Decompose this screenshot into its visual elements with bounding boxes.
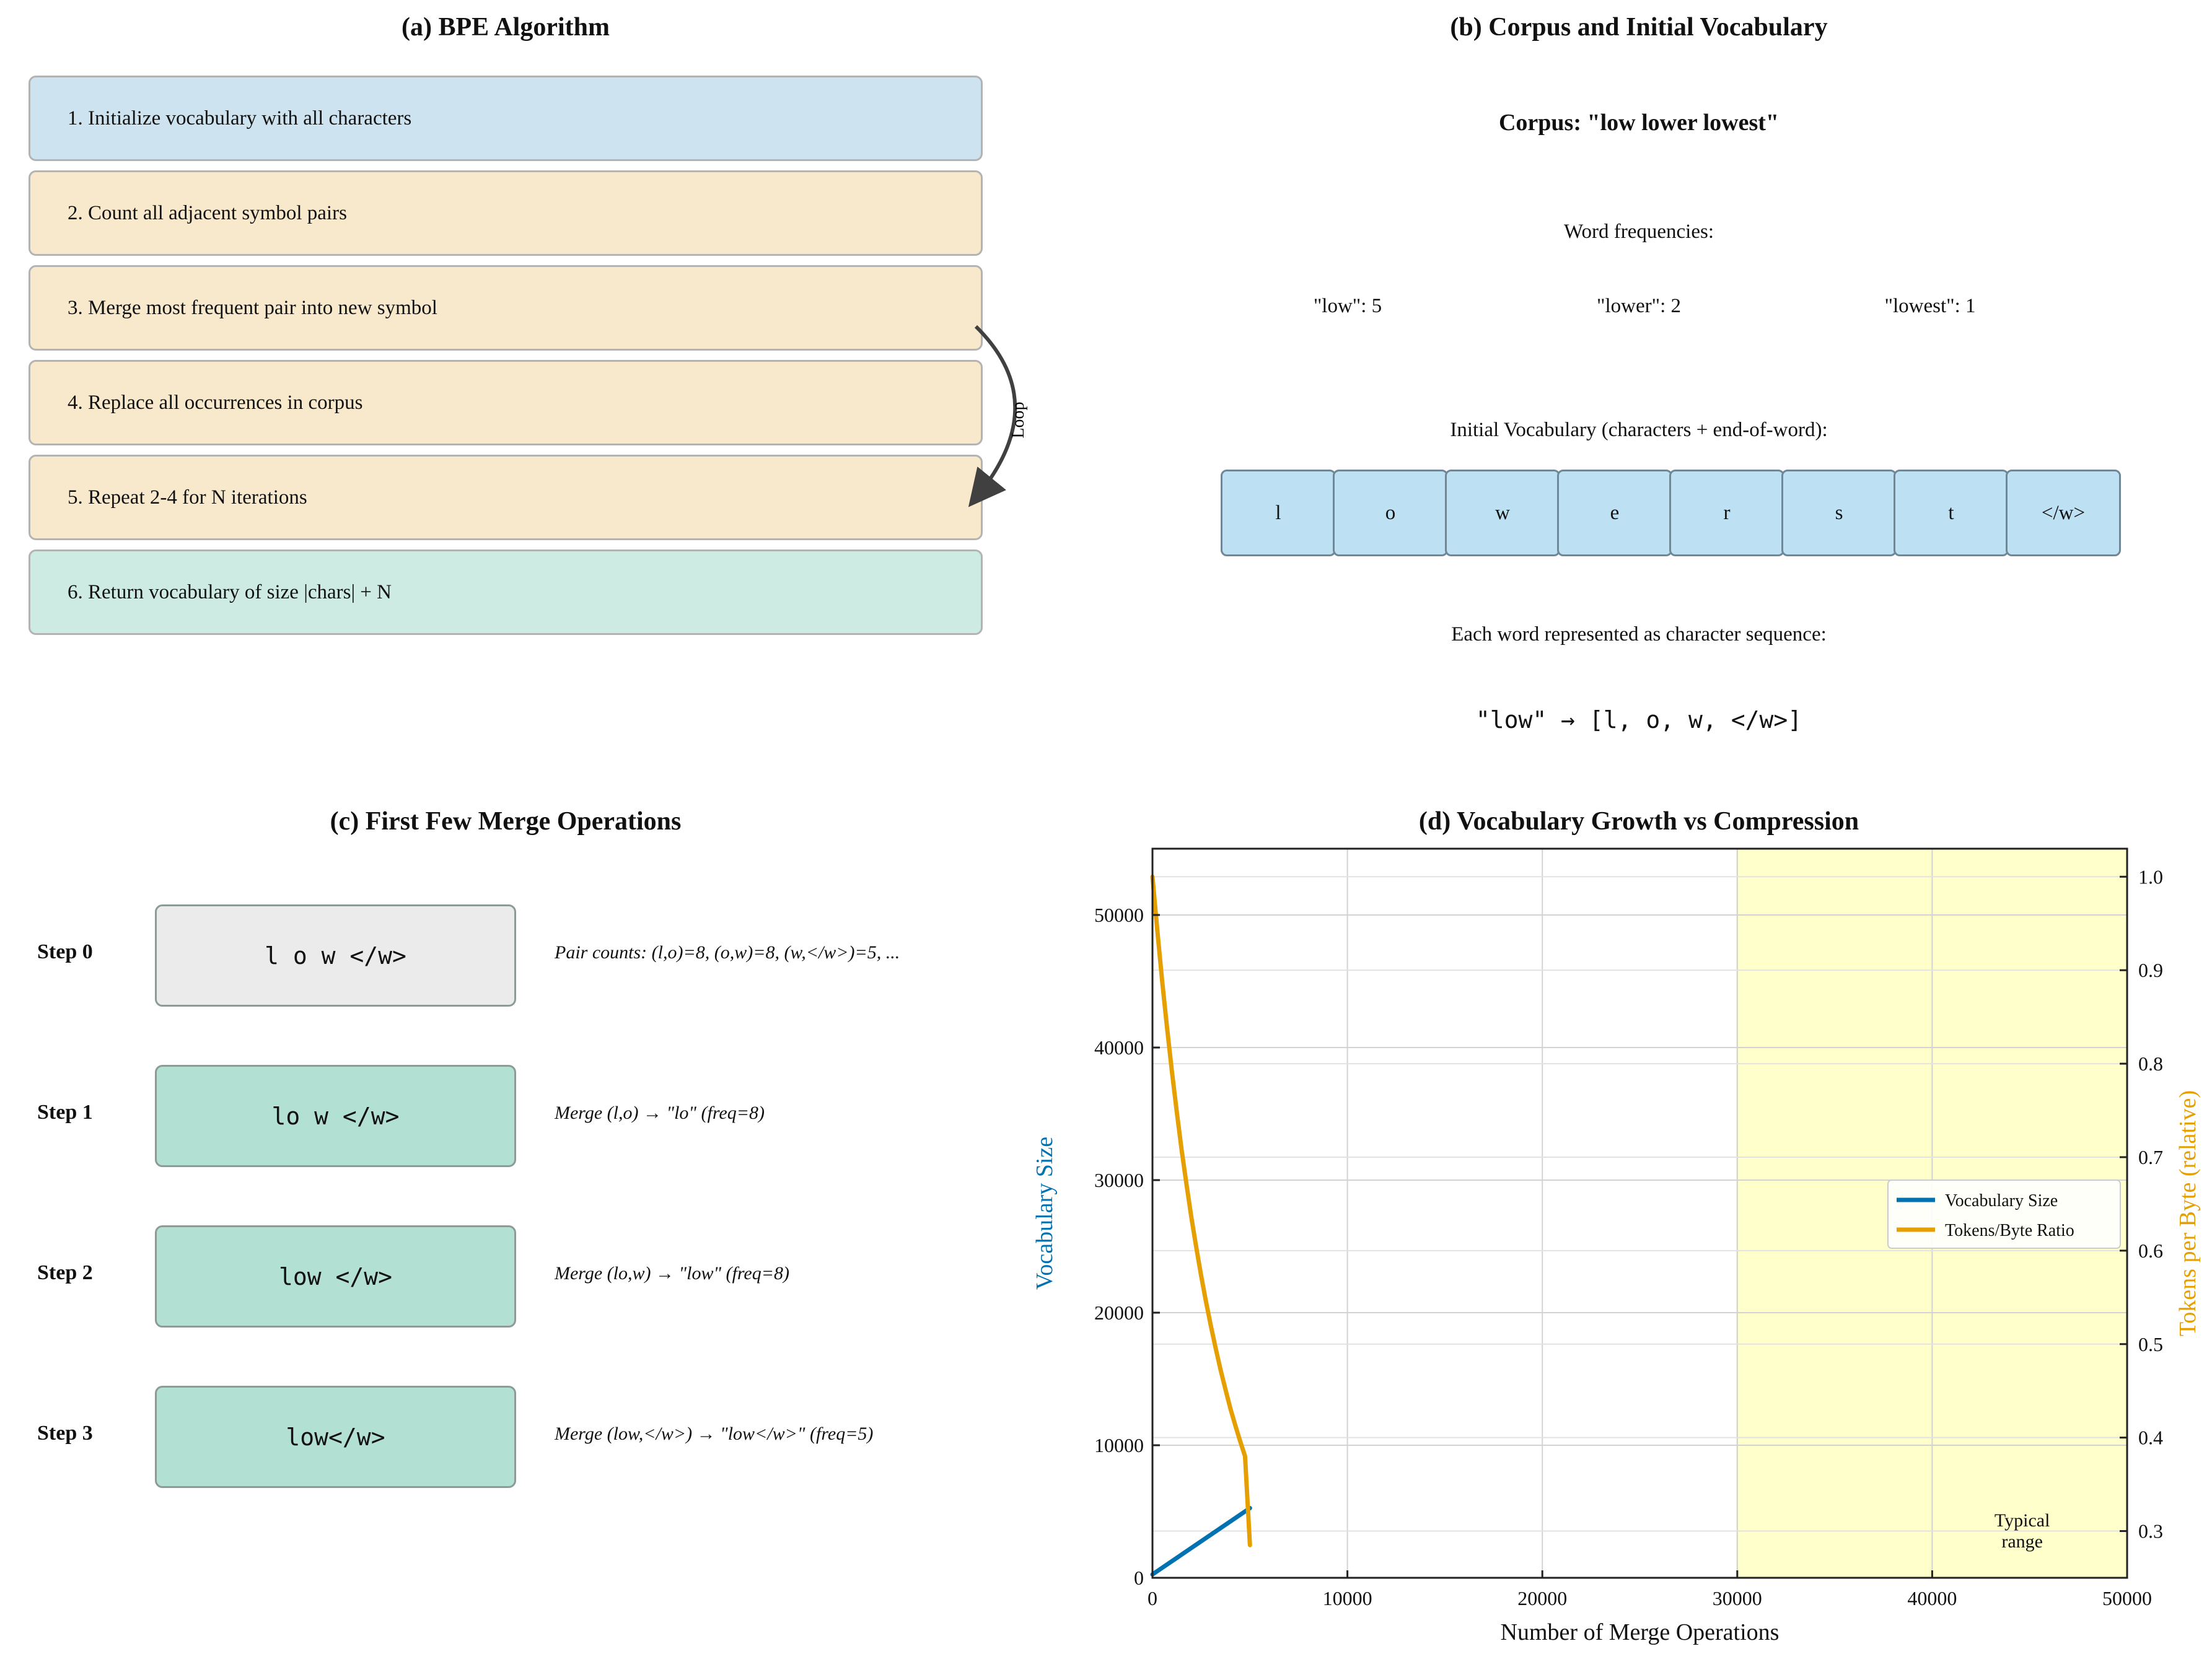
y2-tick-label: 1.0 bbox=[2138, 865, 2163, 888]
y-tick-label: 40000 bbox=[1094, 1036, 1144, 1059]
vocab-token-label: o bbox=[1385, 501, 1396, 524]
loop-label: Loop bbox=[1009, 401, 1028, 438]
vocab-token: l bbox=[1221, 470, 1336, 556]
merge-step-tokens: low </w> bbox=[155, 1225, 516, 1328]
merge-step-note: Merge (low,</w>) → "low</w>" (freq=5) bbox=[555, 1424, 874, 1444]
legend-label: Tokens/Byte Ratio bbox=[1945, 1221, 2074, 1240]
panel-b-title: (b) Corpus and Initial Vocabulary bbox=[1450, 13, 1828, 42]
merge-step-note: Merge (l,o) → "lo" (freq=8) bbox=[555, 1103, 765, 1123]
y-tick-label: 50000 bbox=[1094, 904, 1144, 926]
vocab-token-label: </w> bbox=[2041, 501, 2086, 524]
y2-axis-label: Tokens per Byte (relative) bbox=[2175, 1090, 2201, 1336]
x-tick-label: 20000 bbox=[1517, 1587, 1567, 1609]
algorithm-step-label: 6. Return vocabulary of size |chars| + N bbox=[68, 580, 392, 603]
vocab-token: s bbox=[1781, 470, 1897, 556]
y2-tick-label: 0.5 bbox=[2138, 1333, 2163, 1355]
y2-tick-label: 0.6 bbox=[2138, 1240, 2163, 1262]
vocab-token-label: e bbox=[1610, 501, 1620, 524]
y2-tick-label: 0.9 bbox=[2138, 959, 2163, 981]
y-tick-label: 30000 bbox=[1094, 1169, 1144, 1191]
y2-tick-label: 0.7 bbox=[2138, 1146, 2163, 1168]
algorithm-step-label: 3. Merge most frequent pair into new sym… bbox=[68, 296, 437, 319]
merge-step-note: Merge (lo,w) → "low" (freq=8) bbox=[555, 1263, 789, 1284]
x-tick-label: 40000 bbox=[1907, 1587, 1957, 1609]
y-axis-label: Vocabulary Size bbox=[1032, 1137, 1058, 1290]
algorithm-step-label: 4. Replace all occurrences in corpus bbox=[68, 391, 363, 414]
merge-step-label: Step 3 bbox=[37, 1422, 93, 1445]
x-tick-label: 50000 bbox=[2102, 1587, 2152, 1609]
y-tick-label: 10000 bbox=[1094, 1434, 1144, 1456]
frequency-lower: "lower": 2 bbox=[1597, 295, 1681, 317]
plot-frame bbox=[1151, 847, 2128, 1579]
x-tick-label: 30000 bbox=[1713, 1587, 1762, 1609]
vocab-token-label: r bbox=[1723, 501, 1731, 524]
y-tick-label: 0 bbox=[1134, 1567, 1144, 1589]
vocab-token-label: t bbox=[1948, 501, 1954, 524]
tokens-per-byte-line bbox=[1150, 874, 1252, 1547]
y-tick-label: 20000 bbox=[1094, 1302, 1144, 1324]
y2-tick-label: 0.3 bbox=[2138, 1520, 2163, 1542]
x-tick-label: 10000 bbox=[1323, 1587, 1372, 1609]
algorithm-step-label: 5. Repeat 2-4 for N iterations bbox=[68, 486, 307, 509]
vocab-token: o bbox=[1333, 470, 1448, 556]
sequence-heading: Each word represented as character seque… bbox=[1451, 623, 1827, 645]
merge-step-label: Step 1 bbox=[37, 1101, 93, 1124]
merge-step-tokens-text: low </w> bbox=[278, 1262, 393, 1290]
vocab-token: t bbox=[1894, 470, 2009, 556]
x-axis-label: Number of Merge Operations bbox=[1501, 1619, 1780, 1645]
x-tick-label: 0 bbox=[1148, 1587, 1157, 1609]
frequencies-heading: Word frequencies: bbox=[1564, 221, 1714, 243]
vocab-token: r bbox=[1669, 470, 1784, 556]
corpus-text: Corpus: "low lower lowest" bbox=[1498, 110, 1780, 136]
vocab-token: e bbox=[1557, 470, 1672, 556]
legend-box bbox=[1887, 1179, 2121, 1249]
merge-step-tokens-text: low</w> bbox=[286, 1423, 385, 1451]
vocab-token: </w> bbox=[2006, 470, 2121, 556]
merge-step-tokens-text: lo w </w> bbox=[271, 1102, 400, 1130]
merge-step-note: Pair counts: (l,o)=8, (o,w)=8, (w,</w>)=… bbox=[555, 942, 900, 963]
typical-range-label: Typical bbox=[1995, 1510, 2050, 1531]
algorithm-step-2: 2. Count all adjacent symbol pairs bbox=[29, 170, 983, 256]
typical-range-label: range bbox=[2001, 1531, 2043, 1552]
legend-label: Vocabulary Size bbox=[1945, 1191, 2058, 1210]
panel-c-title: (c) First Few Merge Operations bbox=[330, 807, 682, 836]
merge-step-tokens-text: l o w </w> bbox=[265, 942, 406, 969]
panel-a-title: (a) BPE Algorithm bbox=[402, 13, 610, 42]
vocab-token-label: s bbox=[1835, 501, 1843, 524]
merge-step-tokens: lo w </w> bbox=[155, 1065, 516, 1167]
vocab-token: w bbox=[1445, 470, 1560, 556]
y2-tick-label: 0.8 bbox=[2138, 1052, 2163, 1075]
algorithm-step-5: 5. Repeat 2-4 for N iterations bbox=[29, 455, 983, 540]
algorithm-step-1: 1. Initialize vocabulary with all charac… bbox=[29, 76, 983, 161]
merge-step-tokens: l o w </w> bbox=[155, 904, 516, 1007]
algorithm-step-4: 4. Replace all occurrences in corpus bbox=[29, 360, 983, 445]
chart-title: (d) Vocabulary Growth vs Compression bbox=[1418, 807, 1859, 836]
y2-tick-label: 0.4 bbox=[2138, 1427, 2163, 1449]
algorithm-step-label: 1. Initialize vocabulary with all charac… bbox=[68, 107, 412, 129]
vocabulary-size-line bbox=[1150, 1506, 1252, 1577]
algorithm-step-label: 2. Count all adjacent symbol pairs bbox=[68, 201, 347, 224]
frequency-low: "low": 5 bbox=[1313, 295, 1382, 317]
sequence-example: "low" → [l, o, w, </w>] bbox=[1475, 706, 1802, 733]
merge-step-label: Step 2 bbox=[37, 1261, 93, 1284]
algorithm-step-6: 6. Return vocabulary of size |chars| + N bbox=[29, 549, 983, 635]
loop-arrow: Loop bbox=[968, 325, 1028, 507]
vocab-token-label: l bbox=[1275, 501, 1281, 524]
vocab-token-label: w bbox=[1495, 501, 1510, 524]
merge-step-tokens: low</w> bbox=[155, 1386, 516, 1488]
frequency-lowest: "lowest": 1 bbox=[1884, 295, 1976, 317]
algorithm-step-3: 3. Merge most frequent pair into new sym… bbox=[29, 265, 983, 351]
vocabulary-heading: Initial Vocabulary (characters + end-of-… bbox=[1450, 419, 1828, 441]
merge-step-label: Step 0 bbox=[37, 940, 93, 963]
